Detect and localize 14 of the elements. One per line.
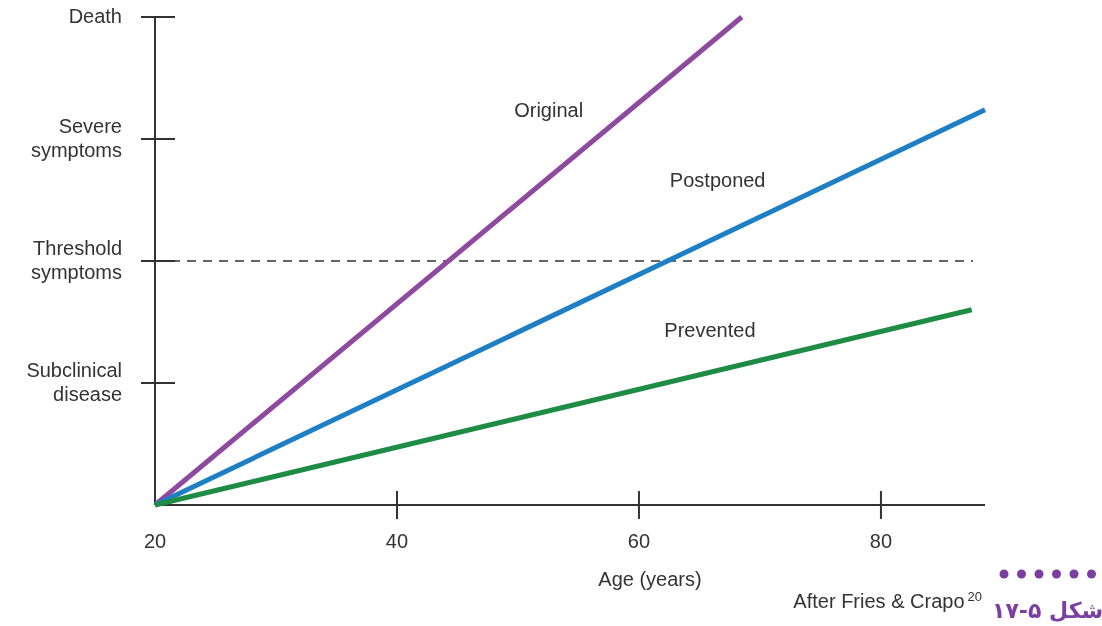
text: شکل ۵-۱۷: [992, 598, 1102, 623]
series-label: Postponed: [669, 168, 766, 191]
text: Death: [68, 5, 122, 27]
text: Subclinical disease: [26, 359, 122, 405]
x-tick-label: 20: [143, 530, 167, 552]
x-tick-label: 40: [385, 530, 409, 552]
x-axis-title: Age (years): [598, 568, 702, 590]
text: Threshold symptoms: [30, 237, 122, 283]
text: Severe symptoms: [30, 115, 122, 161]
x-tick-label: 60: [627, 530, 651, 552]
series-label: Original: [514, 99, 584, 121]
x-tick-label: 80: [869, 530, 893, 552]
text: After Fries & Crapo$^{20}$: [793, 588, 982, 612]
series-label: Prevented: [664, 318, 756, 341]
